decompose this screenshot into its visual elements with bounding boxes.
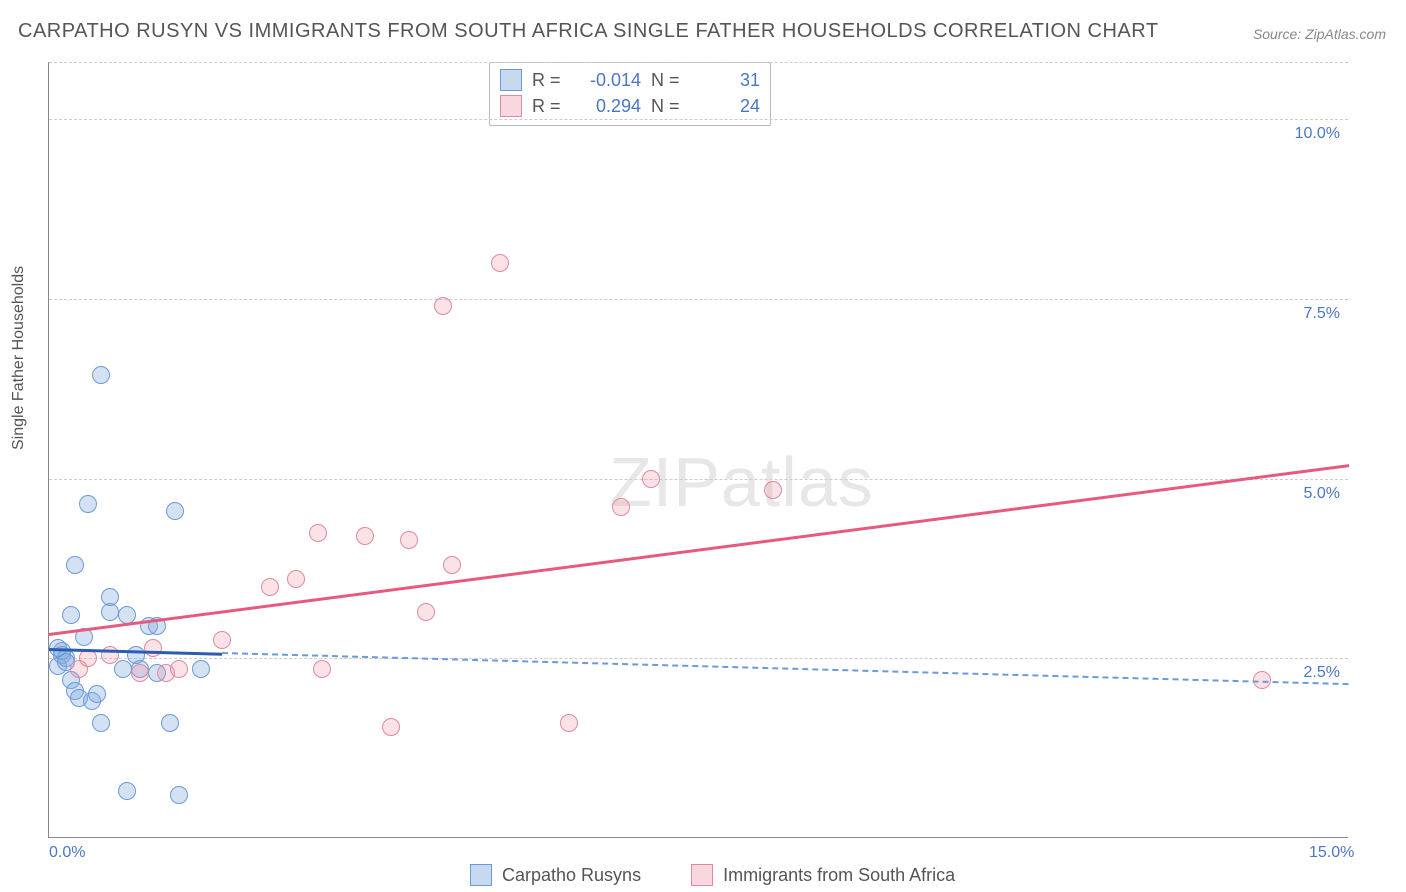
r-value-pink: 0.294: [576, 96, 641, 117]
n-label: N =: [651, 70, 685, 91]
data-point: [101, 588, 119, 606]
legend-label: Carpatho Rusyns: [502, 865, 641, 886]
gridline: [49, 62, 1348, 63]
n-label: N =: [651, 96, 685, 117]
legend-series: Carpatho Rusyns Immigrants from South Af…: [470, 864, 955, 886]
data-point: [92, 366, 110, 384]
legend-correlation-stats: R = -0.014 N = 31 R = 0.294 N = 24: [489, 62, 771, 126]
data-point: [309, 524, 327, 542]
data-point: [400, 531, 418, 549]
source-attribution: Source: ZipAtlas.com: [1253, 26, 1386, 42]
data-point: [287, 570, 305, 588]
data-point: [66, 556, 84, 574]
y-tick-label: 5.0%: [1304, 485, 1340, 503]
data-point: [62, 606, 80, 624]
data-point: [92, 714, 110, 732]
swatch-blue-icon: [470, 864, 492, 886]
gridline: [49, 119, 1348, 120]
data-point: [356, 527, 374, 545]
legend-stats-row: R = -0.014 N = 31: [500, 67, 760, 93]
data-point: [382, 718, 400, 736]
data-point: [434, 297, 452, 315]
x-tick-label: 15.0%: [1309, 844, 1354, 862]
r-label: R =: [532, 96, 566, 117]
data-point: [166, 502, 184, 520]
data-point: [170, 660, 188, 678]
data-point: [491, 254, 509, 272]
swatch-pink-icon: [500, 95, 522, 117]
data-point: [612, 498, 630, 516]
data-point: [213, 631, 231, 649]
data-point: [114, 660, 132, 678]
data-point: [170, 786, 188, 804]
data-point: [88, 685, 106, 703]
data-point: [131, 664, 149, 682]
trend-line: [222, 652, 1349, 685]
r-label: R =: [532, 70, 566, 91]
legend-item-south-africa: Immigrants from South Africa: [691, 864, 955, 886]
legend-label: Immigrants from South Africa: [723, 865, 955, 886]
n-value-pink: 24: [695, 96, 760, 117]
data-point: [161, 714, 179, 732]
r-value-blue: -0.014: [576, 70, 641, 91]
data-point: [101, 646, 119, 664]
data-point: [764, 481, 782, 499]
swatch-pink-icon: [691, 864, 713, 886]
y-axis-label: Single Father Households: [10, 266, 28, 450]
legend-stats-row: R = 0.294 N = 24: [500, 93, 760, 119]
y-tick-label: 10.0%: [1295, 125, 1340, 143]
x-tick-label: 0.0%: [49, 844, 85, 862]
gridline: [49, 299, 1348, 300]
swatch-blue-icon: [500, 69, 522, 91]
y-tick-label: 7.5%: [1304, 305, 1340, 323]
data-point: [417, 603, 435, 621]
data-point: [118, 782, 136, 800]
data-point: [443, 556, 461, 574]
data-point: [560, 714, 578, 732]
gridline: [49, 658, 1348, 659]
chart-title: CARPATHO RUSYN VS IMMIGRANTS FROM SOUTH …: [18, 20, 1159, 43]
data-point: [79, 495, 97, 513]
gridline: [49, 479, 1348, 480]
data-point: [192, 660, 210, 678]
n-value-blue: 31: [695, 70, 760, 91]
data-point: [642, 470, 660, 488]
data-point: [261, 578, 279, 596]
data-point: [127, 646, 145, 664]
correlation-chart: CARPATHO RUSYN VS IMMIGRANTS FROM SOUTH …: [0, 0, 1406, 892]
y-tick-label: 2.5%: [1304, 664, 1340, 682]
data-point: [313, 660, 331, 678]
plot-area: ZIPatlas R = -0.014 N = 31 R = 0.294 N =…: [48, 62, 1348, 838]
legend-item-carpatho: Carpatho Rusyns: [470, 864, 641, 886]
